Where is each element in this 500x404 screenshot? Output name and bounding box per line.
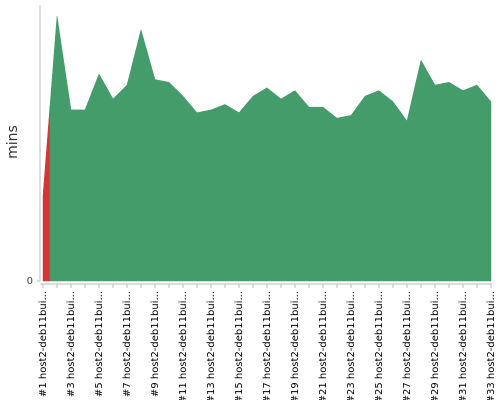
area-segment bbox=[427, 71, 443, 282]
x-tick-label: #29 host2-deb11bui... bbox=[430, 291, 441, 400]
area-segment bbox=[119, 57, 135, 282]
area-segment bbox=[49, 16, 65, 282]
area-segment bbox=[42, 105, 51, 282]
area-segment bbox=[399, 90, 415, 282]
area-segment bbox=[175, 88, 191, 282]
x-tick-label: #23 host2-deb11bui... bbox=[346, 291, 357, 400]
area-segment bbox=[259, 87, 275, 282]
area-segment bbox=[329, 112, 345, 282]
y-tick-label: 0 bbox=[27, 276, 33, 287]
area-segment bbox=[385, 95, 401, 282]
area-segment bbox=[371, 90, 387, 282]
y-axis-label: mins bbox=[5, 125, 21, 159]
area-segment bbox=[63, 62, 79, 282]
x-tick-label: #9 host2-deb11bui... bbox=[150, 291, 161, 397]
x-tick-label: #3 host2-deb11bui... bbox=[66, 291, 77, 397]
area-segment bbox=[301, 98, 317, 282]
area-segment bbox=[343, 104, 359, 282]
x-tick-label: #25 host2-deb11bui... bbox=[374, 291, 385, 400]
area-segment bbox=[217, 104, 233, 282]
x-tick-label: #11 host2-deb11bui... bbox=[178, 291, 189, 400]
area-segment bbox=[133, 28, 149, 282]
x-tick-label: #1 host2-deb11bui... bbox=[38, 291, 49, 397]
area-segment bbox=[91, 73, 107, 282]
x-tick-label: #33 host2-deb11bui... bbox=[486, 291, 497, 400]
x-tick-label: #17 host2-deb11bui... bbox=[262, 291, 273, 400]
area-segment bbox=[315, 106, 331, 282]
x-tick-label: #27 host2-deb11bui... bbox=[402, 291, 413, 400]
x-tick-label: #19 host2-deb11bui... bbox=[290, 291, 301, 400]
area-segment bbox=[287, 90, 303, 282]
area-segment bbox=[441, 82, 457, 282]
area-segment bbox=[105, 85, 121, 282]
x-tick-label: #31 host2-deb11bui... bbox=[458, 291, 469, 400]
area-segment bbox=[77, 91, 93, 282]
area-segment bbox=[357, 92, 373, 282]
area-segment bbox=[189, 103, 205, 282]
area-segment bbox=[469, 84, 485, 282]
x-tick-label: #21 host2-deb11bui... bbox=[318, 291, 329, 400]
area-segment bbox=[273, 92, 289, 282]
x-tick-label: #5 host2-deb11bui... bbox=[94, 291, 105, 397]
area-segment bbox=[231, 103, 247, 282]
area-segment bbox=[203, 106, 219, 282]
area-segment bbox=[483, 92, 492, 282]
area-segment bbox=[147, 54, 163, 282]
x-tick-label: #13 host2-deb11bui... bbox=[206, 291, 217, 400]
area-segment bbox=[245, 91, 261, 282]
area-segment bbox=[161, 80, 177, 282]
x-tick-label: #15 host2-deb11bui... bbox=[234, 291, 245, 400]
x-tick-label: #7 host2-deb11bui... bbox=[122, 291, 133, 397]
area-segment bbox=[455, 85, 471, 282]
area-segment bbox=[413, 59, 429, 282]
